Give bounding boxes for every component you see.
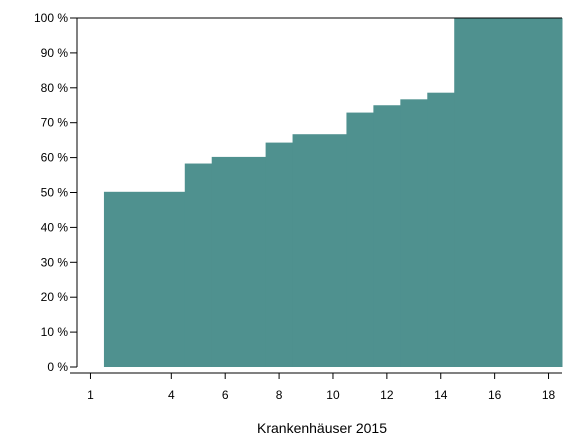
- y-tick-label-1: 10 %: [41, 325, 69, 339]
- ticks-layer: 0 % 10 % 20 % 30 % 40 % 50 % 60 % 70 % 80 % 90 % 1…: [34, 11, 556, 402]
- area-step-0-5: [346, 112, 374, 367]
- y-tick-label-2: 20 %: [41, 290, 69, 304]
- y-tick-label-10: 100 %: [34, 11, 68, 25]
- x-tick-label-6: 14: [434, 388, 448, 402]
- area-step-0-3: [265, 142, 294, 367]
- area-step-0-1: [184, 163, 213, 367]
- area-step-0-0: [103, 191, 186, 367]
- y-tick-label-7: 70 %: [41, 116, 69, 130]
- area-step-0-2: [211, 156, 267, 367]
- x-tick-label-4: 10: [326, 388, 340, 402]
- x-tick-label-3: 8: [276, 388, 283, 402]
- x-axis-title: Krankenhäuser 2015: [257, 420, 387, 436]
- y-tick-label-3: 30 %: [41, 255, 69, 269]
- area-step-0-4: [292, 134, 347, 367]
- area-step-0-6: [373, 105, 401, 367]
- area-step-0-7: [400, 99, 428, 367]
- y-tick-label-9: 90 %: [41, 46, 69, 60]
- x-tick-label-5: 12: [380, 388, 394, 402]
- x-tick-label-2: 6: [222, 388, 229, 402]
- x-tick-label-7: 16: [488, 388, 502, 402]
- x-tick-label-8: 18: [542, 388, 556, 402]
- y-tick-label-0: 0 %: [47, 360, 68, 374]
- y-tick-label-8: 80 %: [41, 81, 69, 95]
- y-tick-label-5: 50 %: [41, 186, 69, 200]
- area-layer: [103, 18, 563, 367]
- y-tick-label-4: 40 %: [41, 220, 69, 234]
- x-tick-label-0: 1: [87, 388, 94, 402]
- y-tick-label-6: 60 %: [41, 151, 69, 165]
- x-tick-label-1: 4: [168, 388, 175, 402]
- area-step-0-9: [454, 18, 563, 367]
- area-step-0-8: [427, 92, 455, 367]
